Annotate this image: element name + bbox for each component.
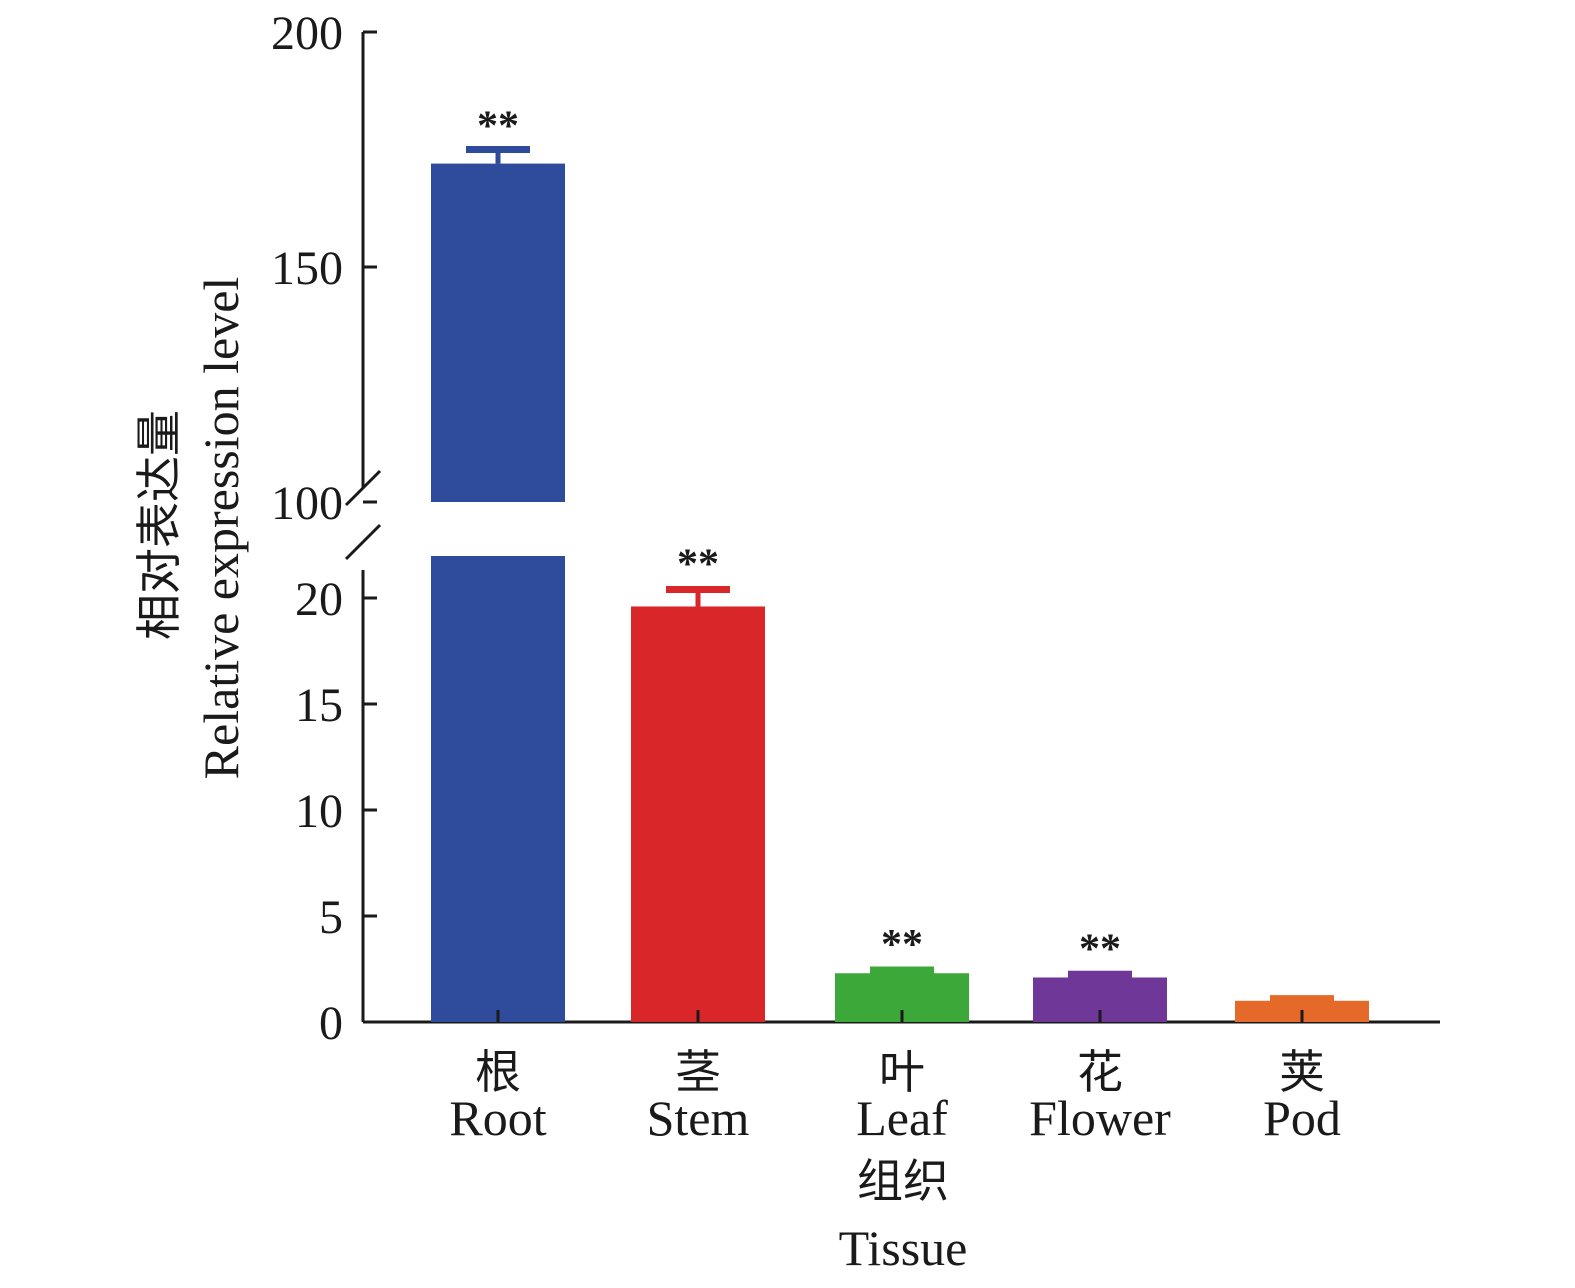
y-axis-break-mark	[344, 523, 382, 561]
y-tick-label: 100	[271, 477, 343, 530]
x-tick-label-en: Leaf	[856, 1090, 948, 1146]
y-tick-label: 20	[295, 573, 343, 626]
x-tick-label-en: Flower	[1029, 1090, 1171, 1146]
bar-upper-segment	[431, 163, 565, 502]
significance-label: **	[477, 104, 519, 150]
x-tick-label-cn: 根	[475, 1045, 521, 1099]
y-tick-label: 5	[319, 891, 343, 944]
x-tick-label-cn: 花	[1077, 1045, 1123, 1099]
bar-lower-segment	[431, 556, 565, 1022]
x-tick-label-en: Root	[449, 1090, 546, 1146]
x-axis-title-cn: 组织	[857, 1154, 949, 1208]
x-tick-label-cn: 茎	[675, 1045, 721, 1099]
y-axis-break-mark	[344, 469, 382, 507]
significance-label: **	[677, 542, 719, 588]
x-tick-label-en: Stem	[647, 1090, 750, 1146]
y-tick-label: 0	[319, 997, 343, 1050]
y-axis-title: 相对表达量 Relative expression level	[132, 277, 249, 780]
significance-label: **	[1079, 926, 1121, 972]
y-tick-label: 10	[295, 785, 343, 838]
x-tick-label-en: Pod	[1263, 1090, 1341, 1146]
significance-label: **	[881, 922, 923, 968]
x-tick-label-cn: 荚	[1279, 1045, 1325, 1099]
y-axis-title-cn: 相对表达量	[132, 410, 186, 640]
bar	[631, 606, 765, 1022]
x-axis-title-en: Tissue	[839, 1220, 968, 1276]
y-axis-title-en: Relative expression level	[193, 277, 249, 780]
y-tick-label: 15	[295, 679, 343, 732]
y-tick-label: 150	[271, 242, 343, 295]
x-axis-title: 组织 Tissue	[839, 1154, 968, 1276]
y-tick-label: 200	[271, 7, 343, 60]
x-tick-label-cn: 叶	[879, 1045, 925, 1099]
